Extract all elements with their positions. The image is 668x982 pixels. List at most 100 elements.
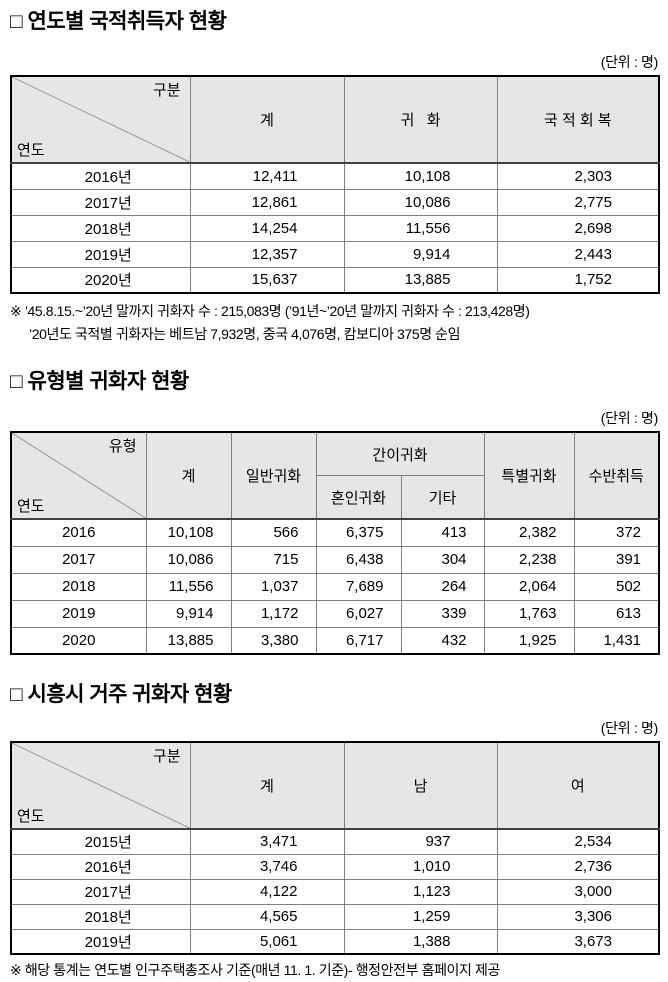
year-cell: 2015년	[10, 828, 191, 855]
header-row: 구분 연도 계 남 여	[10, 741, 660, 830]
table-row: 2017년 12,861 10,086 2,775	[10, 188, 660, 216]
table-row: 2019년 12,357 9,914 2,443	[10, 240, 660, 268]
year-cell: 2020년	[10, 266, 191, 294]
table-row: 2019 9,914 1,172 6,027 339 1,763 613	[10, 599, 660, 628]
section-naturalization-type: □ 유형별 귀화자 현황 (단위 : 명) 유형 연도 계 일반귀화 간이귀화 …	[10, 368, 661, 655]
footnote-line: ※ ’45.8.15.~’20년 말까지 귀화자 수 : 215,083명 (’…	[10, 303, 530, 319]
header-cell-general: 일반귀화	[230, 431, 317, 520]
value-cell: 3,000	[496, 878, 660, 905]
value-cell: 413	[400, 518, 485, 547]
value-cell: 14,254	[189, 214, 345, 242]
section-siheung-residents: □ 시흥시 거주 귀화자 현황 (단위 : 명) 구분 연도 계 남 여 201…	[10, 681, 660, 982]
year-cell: 2018년	[10, 903, 191, 930]
value-cell: 3,306	[496, 903, 660, 930]
table-row: 2016 10,108 566 6,375 413 2,382 372	[10, 518, 660, 547]
section-yearly-acquisition: □ 연도별 국적취득자 현황 (단위 : 명) 구분 연도 계 귀 화 국 적 …	[10, 8, 660, 346]
table-row: 2019년 5,061 1,388 3,673	[10, 928, 660, 955]
header-row: 유형 연도 계 일반귀화 간이귀화 특별귀화 수반취득	[10, 431, 660, 520]
value-cell: 1,010	[343, 853, 498, 880]
value-cell: 391	[573, 545, 660, 574]
value-cell: 304	[400, 545, 485, 574]
unit-label: (단위 : 명)	[600, 410, 659, 426]
value-cell: 1,259	[343, 903, 498, 930]
unit-label: (단위 : 명)	[600, 720, 659, 736]
header-subrow: 혼인귀화 기타	[11, 475, 659, 520]
footnote-line: ’20년도 국적별 귀화자는 베트남 7,932명, 중국 4,076명, 캄보…	[29, 326, 461, 342]
naturalization-type-table: 유형 연도 계 일반귀화 간이귀화 특별귀화 수반취득 혼인귀화 기타 2016…	[10, 431, 661, 655]
value-cell: 3,380	[230, 626, 317, 655]
value-cell: 2,534	[496, 828, 660, 855]
value-cell: 3,746	[189, 853, 345, 880]
value-cell: 715	[230, 545, 317, 574]
value-cell: 1,037	[230, 572, 317, 601]
diagonal-line	[12, 743, 190, 828]
value-cell: 613	[573, 599, 660, 628]
value-cell: 2,736	[496, 853, 660, 880]
value-cell: 372	[573, 518, 660, 547]
header-cell-female: 여	[496, 741, 660, 830]
value-cell: 2,698	[496, 214, 660, 242]
year-cell: 2019년	[10, 928, 191, 955]
year-cell: 2020	[10, 626, 147, 655]
value-cell: 11,556	[145, 572, 232, 601]
header-cell-simplified-group: 간이귀화	[315, 431, 485, 476]
value-cell: 2,382	[483, 518, 575, 547]
corner-label-top: 구분	[152, 748, 181, 765]
corner-header-cell: 구분 연도	[10, 75, 191, 164]
value-cell: 1,752	[496, 266, 660, 294]
year-cell: 2019년	[10, 240, 191, 268]
corner-header-cell: 유형 연도	[10, 431, 147, 520]
section-title: □ 시흥시 거주 귀화자 현황	[10, 683, 232, 706]
corner-label-top: 유형	[108, 438, 137, 455]
table-row: 2018년 14,254 11,556 2,698	[10, 214, 660, 242]
yearly-acquisition-table: 구분 연도 계 귀 화 국 적 회 복 2016년 12,411 10,108 2,3…	[10, 75, 660, 294]
value-cell: 6,438	[315, 545, 402, 574]
value-cell: 432	[400, 626, 485, 655]
value-cell: 10,108	[145, 518, 232, 547]
year-cell: 2017	[10, 545, 147, 574]
header-cell-special: 특별귀화	[483, 431, 575, 520]
value-cell: 1,431	[573, 626, 660, 655]
header-cell-total: 계	[189, 75, 345, 164]
header-cell-reinstatement: 국 적 회 복	[496, 75, 660, 164]
table-row: 2015년 3,471 937 2,534	[10, 828, 660, 855]
siheung-residents-table: 구분 연도 계 남 여 2015년 3,471 937 2,534 2016년 3,74…	[10, 741, 660, 955]
header-row: 구분 연도 계 귀 화 국 적 회 복	[10, 75, 660, 164]
value-cell: 2,064	[483, 572, 575, 601]
value-cell: 12,357	[189, 240, 345, 268]
year-cell: 2017년	[10, 878, 191, 905]
header-cell-etc: 기타	[400, 475, 485, 520]
value-cell: 3,673	[496, 928, 660, 955]
value-cell: 2,443	[496, 240, 660, 268]
section-title: □ 연도별 국적취득자 현황	[10, 10, 227, 33]
value-cell: 937	[343, 828, 498, 855]
value-cell: 13,885	[145, 626, 232, 655]
value-cell: 1,172	[230, 599, 317, 628]
value-cell: 5,061	[189, 928, 345, 955]
value-cell: 2,303	[496, 162, 660, 190]
table-row: 2017년 4,122 1,123 3,000	[10, 878, 660, 905]
value-cell: 4,122	[189, 878, 345, 905]
value-cell: 6,717	[315, 626, 402, 655]
year-cell: 2017년	[10, 188, 191, 216]
corner-label-bottom: 연도	[17, 498, 45, 515]
table-row: 2020 13,885 3,380 6,717 432 1,925 1,431	[10, 626, 660, 655]
header-cell-total: 계	[189, 741, 345, 830]
value-cell: 502	[573, 572, 660, 601]
year-cell: 2019	[10, 599, 147, 628]
value-cell: 4,565	[189, 903, 345, 930]
value-cell: 10,108	[343, 162, 498, 190]
value-cell: 10,086	[343, 188, 498, 216]
value-cell: 7,689	[315, 572, 402, 601]
unit-label: (단위 : 명)	[600, 54, 659, 70]
value-cell: 2,775	[496, 188, 660, 216]
table-row: 2016년 3,746 1,010 2,736	[10, 853, 660, 880]
table-row: 2016년 12,411 10,108 2,303	[10, 162, 660, 190]
year-cell: 2016	[10, 518, 147, 547]
value-cell: 9,914	[145, 599, 232, 628]
value-cell: 1,388	[343, 928, 498, 955]
year-cell: 2018	[10, 572, 147, 601]
value-cell: 12,861	[189, 188, 345, 216]
year-cell: 2016년	[10, 853, 191, 880]
